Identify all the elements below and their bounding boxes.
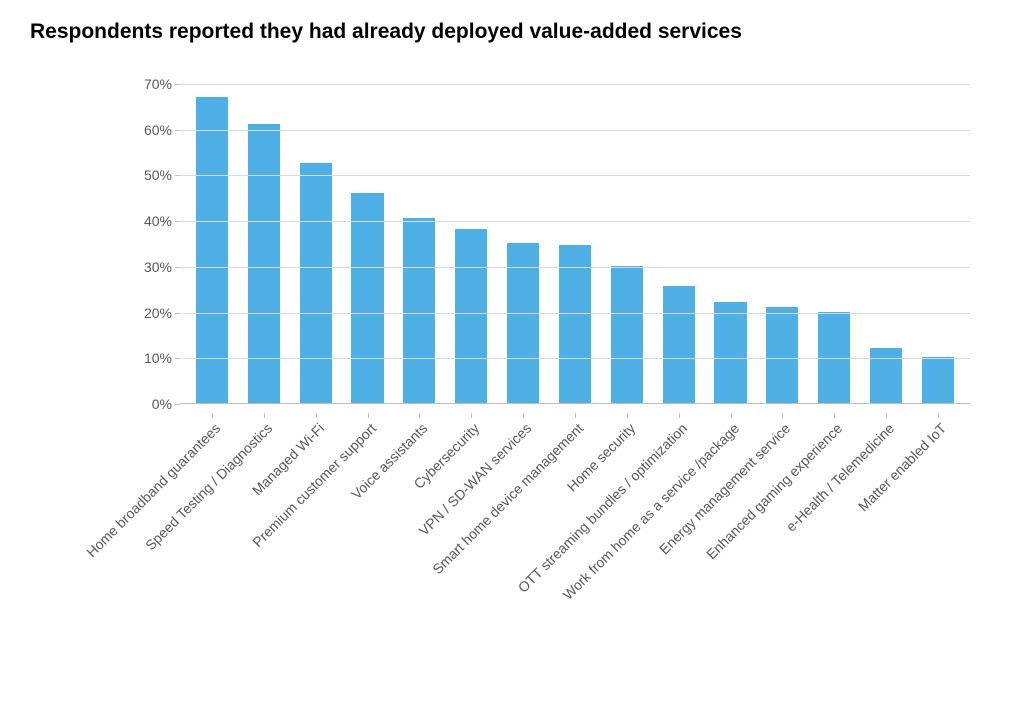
y-tick-label: 0% bbox=[122, 396, 172, 412]
grid-line bbox=[180, 221, 970, 222]
bar-slot bbox=[808, 84, 860, 403]
grid-line bbox=[180, 313, 970, 314]
bar-slot bbox=[601, 84, 653, 403]
y-tick-label: 40% bbox=[122, 213, 172, 229]
bar bbox=[818, 312, 850, 403]
x-tick-mark bbox=[419, 413, 420, 418]
x-tick-mark bbox=[212, 413, 213, 418]
x-tick-mark bbox=[834, 413, 835, 418]
bar bbox=[403, 218, 435, 403]
chart-area: 0% 10% 20% 30% 40% 50% 60% 70% Home broadband g… bbox=[30, 54, 994, 694]
y-tick-label: 10% bbox=[122, 350, 172, 366]
bar bbox=[248, 124, 280, 403]
x-label-slot: Matter enabled IoT bbox=[912, 414, 964, 694]
bar bbox=[922, 357, 954, 403]
bar-slot bbox=[653, 84, 705, 403]
y-tick-label: 70% bbox=[122, 76, 172, 92]
y-tick-label: 60% bbox=[122, 122, 172, 138]
grid-line bbox=[180, 84, 970, 85]
grid-line bbox=[180, 267, 970, 268]
x-tick-mark bbox=[264, 413, 265, 418]
y-tick-mark bbox=[175, 404, 180, 405]
bar-slot bbox=[290, 84, 342, 403]
x-tick-mark bbox=[523, 413, 524, 418]
grid-line bbox=[180, 130, 970, 131]
y-tick-mark bbox=[175, 84, 180, 85]
bar bbox=[351, 193, 383, 403]
bar-slot bbox=[186, 84, 238, 403]
x-tick-mark bbox=[679, 413, 680, 418]
y-tick-label: 20% bbox=[122, 305, 172, 321]
y-tick-mark bbox=[175, 175, 180, 176]
x-tick-mark bbox=[938, 413, 939, 418]
x-tick-mark bbox=[575, 413, 576, 418]
chart-container: Respondents reported they had already de… bbox=[0, 0, 1024, 717]
x-tick-mark bbox=[471, 413, 472, 418]
y-tick-mark bbox=[175, 267, 180, 268]
bar-slot bbox=[756, 84, 808, 403]
y-tick-label: 30% bbox=[122, 259, 172, 275]
bar bbox=[611, 266, 643, 403]
bar bbox=[196, 97, 228, 403]
grid-line bbox=[180, 358, 970, 359]
bar bbox=[455, 229, 487, 403]
bar bbox=[559, 245, 591, 403]
chart-title: Respondents reported they had already de… bbox=[30, 20, 994, 44]
x-tick-mark bbox=[782, 413, 783, 418]
bar bbox=[766, 307, 798, 403]
y-tick-mark bbox=[175, 358, 180, 359]
y-tick-mark bbox=[175, 130, 180, 131]
bar-slot bbox=[860, 84, 912, 403]
bars-group bbox=[180, 84, 970, 403]
bar-slot bbox=[238, 84, 290, 403]
x-tick-mark bbox=[368, 413, 369, 418]
bar-slot bbox=[705, 84, 757, 403]
plot-area bbox=[180, 84, 970, 404]
bar-slot bbox=[912, 84, 964, 403]
bar bbox=[300, 163, 332, 403]
y-tick-mark bbox=[175, 221, 180, 222]
y-tick-label: 50% bbox=[122, 167, 172, 183]
bar-slot bbox=[445, 84, 497, 403]
y-tick-mark bbox=[175, 313, 180, 314]
bar bbox=[870, 348, 902, 403]
bar-slot bbox=[393, 84, 445, 403]
x-axis-labels: Home broadband guaranteesSpeed Testing /… bbox=[180, 414, 970, 694]
bar bbox=[714, 302, 746, 403]
bar-slot bbox=[342, 84, 394, 403]
y-axis: 0%10%20%30%40%50%60%70% bbox=[120, 84, 180, 404]
x-tick-mark bbox=[731, 413, 732, 418]
bar bbox=[663, 286, 695, 403]
bar-slot bbox=[497, 84, 549, 403]
bar-slot bbox=[549, 84, 601, 403]
x-tick-mark bbox=[886, 413, 887, 418]
x-tick-mark bbox=[627, 413, 628, 418]
x-tick-mark bbox=[316, 413, 317, 418]
grid-line bbox=[180, 175, 970, 176]
